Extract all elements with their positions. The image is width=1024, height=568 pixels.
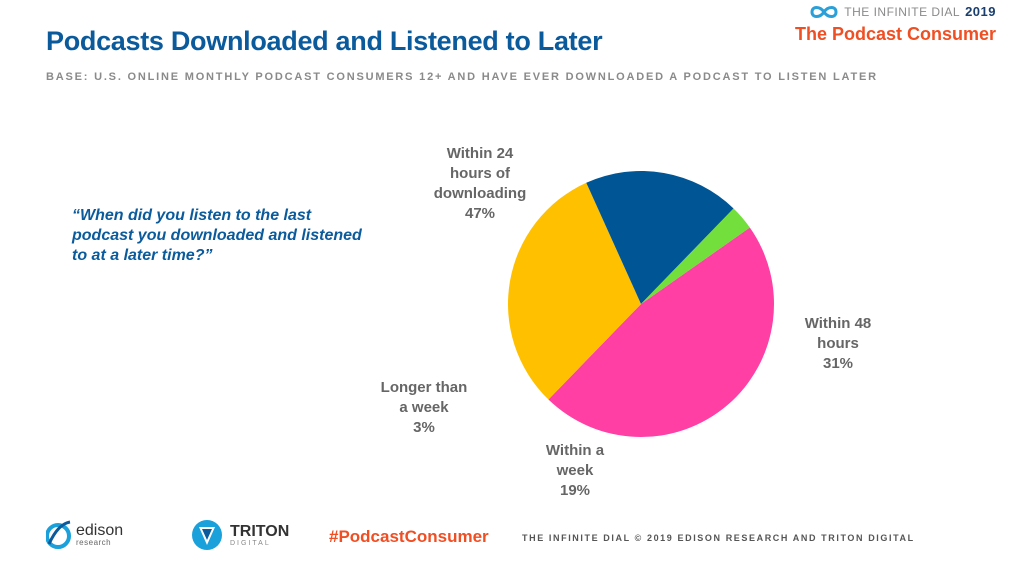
pie-slices bbox=[508, 171, 775, 437]
slice-value-label: 31% bbox=[823, 355, 853, 372]
infinity-icon bbox=[810, 5, 838, 18]
slice-within-a-week-label: Within a week 19% bbox=[546, 442, 605, 499]
footer-copyright: THE INFINITE DIAL © 2019 EDISON RESEARCH… bbox=[522, 533, 915, 543]
brand-line: THE INFINITE DIAL bbox=[844, 4, 961, 19]
slice-value-label: 3% bbox=[413, 419, 435, 436]
edison-name: edison bbox=[76, 521, 124, 539]
slice-within-24-hours bbox=[548, 227, 775, 437]
triton-logo-icon bbox=[192, 520, 222, 550]
slice-category-label: a week bbox=[399, 399, 449, 416]
slice-category-label: Longer than bbox=[381, 379, 468, 396]
slice-within-48-hours-label: Within 48 hours 31% bbox=[805, 315, 872, 372]
slice-category-label: hours of bbox=[450, 165, 511, 182]
slice-category-label: Within 48 bbox=[805, 315, 872, 332]
slice-category-label: downloading bbox=[434, 185, 526, 202]
triton-name: TRITON bbox=[230, 522, 290, 540]
base-description: BASE: U.S. ONLINE MONTHLY PODCAST CONSUM… bbox=[46, 71, 878, 83]
triton-logo: TRITON DIGITAL bbox=[190, 518, 289, 552]
slice-category-label: hours bbox=[817, 335, 859, 352]
slice-category-label: Within 24 bbox=[447, 145, 514, 162]
brand-subtitle: The Podcast Consumer bbox=[794, 24, 996, 44]
slice-value-label: 19% bbox=[560, 482, 590, 499]
pie-labels: Within 24 hours of downloading 47% Within 48… bbox=[381, 145, 872, 499]
slice-within-24-hours-label: Within 24 hours of downloading 47% bbox=[434, 145, 526, 222]
slice-category-label: week bbox=[556, 462, 594, 479]
brand-block: THE INFINITE DIAL 2019 The Podcast Consu… bbox=[795, 4, 996, 45]
edison-logo: edison research bbox=[46, 520, 123, 550]
edison-sub: research bbox=[76, 537, 112, 547]
survey-question: “When did you listen to the last podcast… bbox=[72, 207, 362, 264]
slice-within-48-hours bbox=[508, 182, 641, 400]
slice-within-a-week bbox=[586, 171, 734, 304]
edison-logo-icon bbox=[46, 520, 71, 549]
slice-value-label: 47% bbox=[465, 205, 495, 222]
slice-longer-than-a-week-label: Longer than a week 3% bbox=[381, 379, 468, 436]
slice-longer-than-a-week bbox=[641, 208, 750, 304]
triton-sub: DIGITAL bbox=[230, 539, 271, 547]
page-title: Podcasts Downloaded and Listened to Late… bbox=[46, 26, 603, 56]
brand-year: 2019 bbox=[965, 4, 996, 19]
footer-hashtag: #PodcastConsumer bbox=[329, 527, 489, 546]
slice-category-label: Within a bbox=[546, 442, 605, 459]
